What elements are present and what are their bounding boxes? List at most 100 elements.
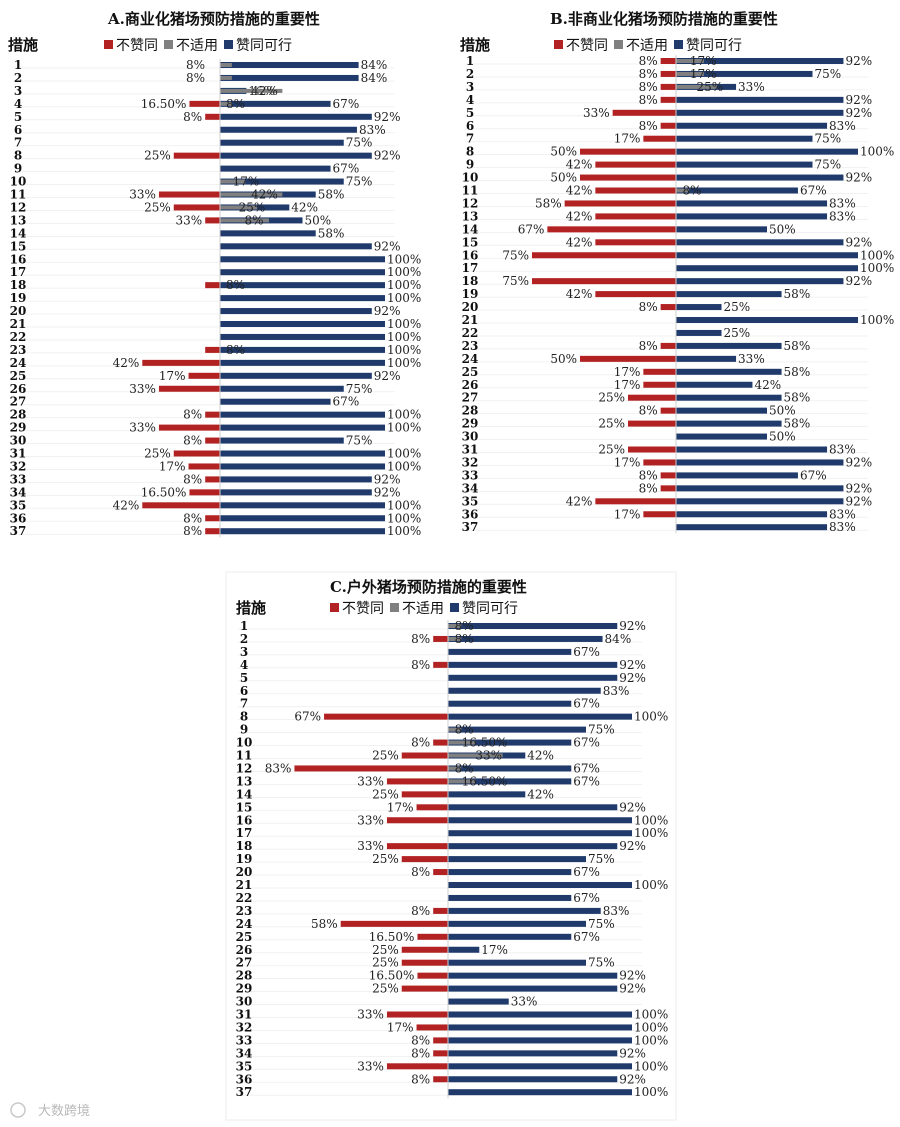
- category-label: 16: [236, 813, 253, 827]
- bar-row: 12 25% 42% 25%: [10, 200, 395, 214]
- data-label-disagree: 33%: [357, 813, 384, 827]
- bar-agree: [220, 476, 372, 483]
- bar-row: 31 25% 83%: [462, 443, 868, 457]
- data-label-disagree: 8%: [639, 67, 658, 81]
- bar-agree: [220, 321, 385, 327]
- bar-row: 24 42% 100%: [10, 356, 422, 370]
- bar-agree: [448, 959, 586, 966]
- data-label-agree: 58%: [784, 365, 811, 379]
- bar-agree: [676, 109, 844, 116]
- category-label: 15: [236, 800, 253, 814]
- legend: 不赞同 不适用 赞同可行: [104, 38, 292, 54]
- legend-swatch: [164, 40, 173, 49]
- bar-agree: [448, 972, 618, 979]
- bar-not-applicable: [220, 88, 283, 93]
- data-label-disagree: 25%: [372, 749, 399, 763]
- category-label: 5: [14, 110, 22, 124]
- bar-disagree: [433, 1076, 448, 1083]
- category-label: 14: [10, 226, 27, 240]
- data-label-disagree: 8%: [411, 904, 430, 918]
- bar-agree: [448, 946, 480, 953]
- bar-disagree: [595, 213, 676, 220]
- bar-agree: [220, 113, 372, 120]
- bar-agree: [676, 122, 828, 129]
- data-label-disagree: 25%: [372, 943, 399, 957]
- bar-row: 23 100% 8%: [10, 343, 422, 357]
- category-label: 28: [462, 404, 479, 418]
- bar-not-applicable: [448, 636, 462, 641]
- data-label-agree: 67%: [333, 395, 360, 409]
- bar-row: 14 67% 50%: [462, 222, 868, 236]
- data-label-not-applicable: 8%: [245, 213, 264, 227]
- bar-disagree: [595, 239, 676, 246]
- bar-disagree: [580, 355, 676, 362]
- bar-agree: [220, 178, 344, 185]
- bar-row: 4 8% 92%: [238, 658, 646, 672]
- category-label: 19: [236, 852, 253, 866]
- data-label-disagree: 33%: [129, 382, 156, 396]
- category-label: 21: [462, 313, 479, 327]
- category-label: 8: [14, 149, 22, 163]
- data-label-agree: 67%: [573, 930, 600, 944]
- category-label: 8: [466, 145, 474, 159]
- data-label-disagree: 8%: [186, 58, 205, 72]
- category-label: 37: [10, 524, 27, 538]
- bar-row: 37 83%: [462, 520, 868, 534]
- bar-not-applicable: [448, 740, 476, 745]
- category-label: 37: [462, 520, 479, 534]
- bar-agree: [676, 368, 782, 375]
- bar-disagree: [628, 446, 676, 453]
- data-label-agree: 92%: [374, 485, 401, 499]
- bar-agree: [220, 152, 372, 159]
- bar-disagree: [595, 291, 676, 298]
- data-label-disagree: 17%: [387, 800, 414, 814]
- bar-agree: [676, 135, 813, 142]
- bar-agree: [448, 1050, 618, 1057]
- data-label-disagree: 33%: [357, 774, 384, 788]
- category-label: 25: [462, 365, 479, 379]
- bar-row: 8 50% 100%: [465, 145, 894, 159]
- bar-disagree: [205, 217, 220, 224]
- category-label: 4: [240, 658, 248, 672]
- category-label: 23: [10, 343, 27, 357]
- data-label-disagree: 16.50%: [369, 930, 415, 944]
- bar-disagree: [660, 472, 676, 479]
- bar-row: 7 17% 75%: [465, 132, 868, 146]
- bar-row: 35 42% 100%: [10, 498, 422, 512]
- data-label-agree: 92%: [374, 472, 401, 486]
- bar-agree: [676, 342, 782, 349]
- bar-disagree: [433, 739, 448, 746]
- category-label: 7: [466, 132, 474, 146]
- data-label-agree: 100%: [387, 252, 421, 266]
- bar-row: 23 8% 83%: [236, 904, 642, 918]
- bar-agree: [220, 502, 385, 509]
- category-label: 26: [236, 943, 253, 957]
- category-label: 31: [10, 447, 27, 461]
- data-label-agree: 33%: [738, 80, 765, 94]
- bar-row: 6 83%: [14, 123, 395, 137]
- bar-row: 31 25% 100%: [10, 447, 422, 461]
- data-label-disagree: 8%: [183, 524, 202, 538]
- bar-row: 11 33% 58% 42%: [10, 188, 395, 202]
- bar-agree: [676, 148, 858, 155]
- data-label-disagree: 33%: [357, 839, 384, 853]
- category-label: 26: [462, 378, 479, 392]
- data-label-disagree: 25%: [372, 787, 399, 801]
- bar-disagree: [401, 946, 448, 953]
- bar-row: 316%42%: [14, 84, 395, 98]
- category-label: 2: [466, 67, 474, 81]
- data-label-agree: 83%: [829, 443, 856, 457]
- bar-agree: [676, 524, 828, 531]
- bar-row: 15 42% 92%: [462, 235, 872, 249]
- bar-row: 35 42% 92%: [462, 494, 872, 508]
- data-label-disagree: 25%: [598, 443, 625, 457]
- category-label: 13: [10, 213, 27, 227]
- bar-disagree: [401, 985, 448, 992]
- data-label-disagree: 8%: [639, 404, 658, 418]
- bar-row: 9 67%: [14, 162, 395, 176]
- category-label: 7: [240, 697, 248, 711]
- bar-agree: [676, 174, 844, 181]
- bar-agree: [676, 58, 844, 64]
- bar-disagree: [433, 1050, 448, 1057]
- category-label: 33: [10, 472, 27, 486]
